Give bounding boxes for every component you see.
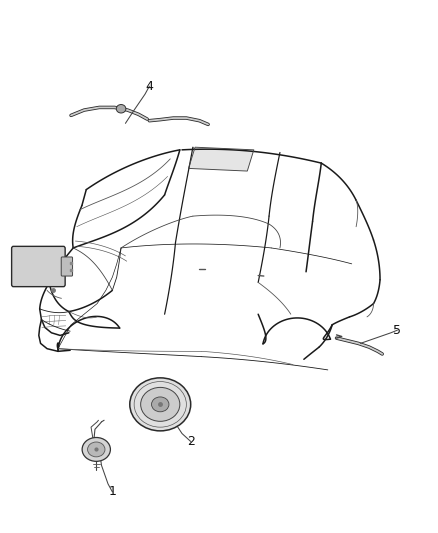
Polygon shape bbox=[188, 147, 254, 171]
Text: 2: 2 bbox=[187, 435, 194, 448]
Text: 5: 5 bbox=[393, 324, 402, 337]
Ellipse shape bbox=[88, 442, 105, 457]
Ellipse shape bbox=[130, 378, 191, 431]
Text: 3: 3 bbox=[17, 255, 25, 268]
Text: 1: 1 bbox=[109, 486, 117, 498]
Ellipse shape bbox=[141, 387, 180, 421]
Ellipse shape bbox=[82, 438, 110, 462]
FancyBboxPatch shape bbox=[12, 246, 65, 287]
FancyBboxPatch shape bbox=[61, 257, 73, 276]
Ellipse shape bbox=[152, 397, 169, 412]
Text: 4: 4 bbox=[145, 80, 153, 93]
Ellipse shape bbox=[116, 104, 126, 113]
